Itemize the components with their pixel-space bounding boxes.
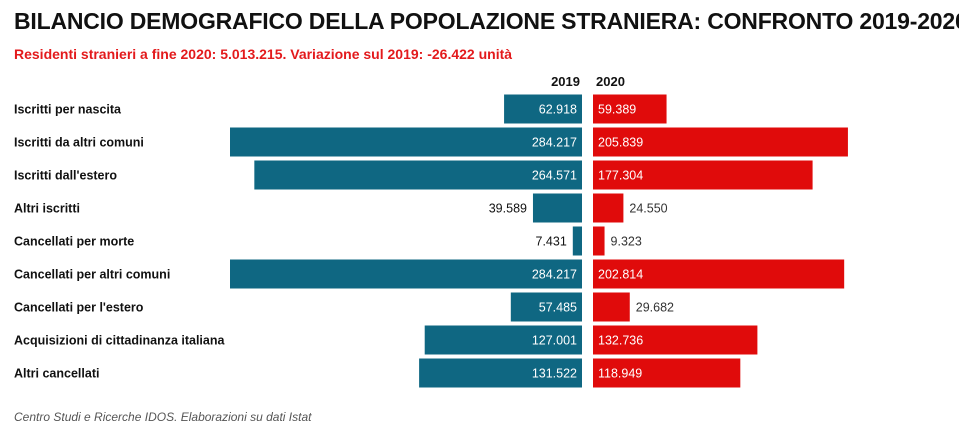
bar-value-2019: 284.217 [532, 136, 577, 150]
category-label: Cancellati per l'estero [14, 301, 144, 315]
bar-2019 [419, 358, 582, 388]
category-label: Iscritti dall'estero [14, 169, 117, 183]
bar-value-2020: 202.814 [598, 268, 643, 282]
bar-2020 [593, 193, 624, 223]
category-label: Acquisizioni di cittadinanza italiana [14, 334, 225, 348]
bar-2020 [593, 160, 813, 190]
category-label: Altri iscritti [14, 202, 80, 216]
bar-value-2019: 62.918 [539, 103, 577, 117]
bar-value-2019: 57.485 [539, 301, 577, 315]
chart-title: BILANCIO DEMOGRAFICO DELLA POPOLAZIONE S… [14, 8, 959, 34]
bar-value-2020: 59.389 [598, 103, 636, 117]
bar-value-2020: 9.323 [611, 235, 642, 249]
bar-2020 [593, 226, 605, 256]
bar-2019 [230, 259, 582, 289]
bar-value-2020: 177.304 [598, 169, 643, 183]
bar-value-2019: 39.589 [489, 202, 527, 216]
bar-value-2019: 7.431 [536, 235, 567, 249]
bar-2020 [593, 127, 848, 157]
bar-2019 [230, 127, 582, 157]
bar-value-2019: 284.217 [532, 268, 577, 282]
bar-value-2020: 29.682 [636, 301, 674, 315]
bar-2019 [572, 226, 582, 256]
legend-2019: 2019 [551, 74, 580, 89]
source-note: Centro Studi e Ricerche IDOS. Elaborazio… [14, 410, 312, 424]
category-label: Iscritti per nascita [14, 103, 122, 117]
bar-value-2020: 132.736 [598, 334, 643, 348]
bar-2019 [504, 94, 582, 124]
bar-value-2020: 205.839 [598, 136, 643, 150]
legend-2020: 2020 [596, 74, 625, 89]
category-label: Altri cancellati [14, 367, 99, 381]
bar-2019 [424, 325, 582, 355]
bar-value-2020: 24.550 [629, 202, 667, 216]
bar-2020 [593, 94, 667, 124]
butterfly-bar-chart: 2019 2020 Iscritti per nascita 62.918 59.389… [14, 74, 848, 388]
bar-2019 [532, 193, 582, 223]
bar-2020 [593, 292, 630, 322]
chart-subtitle: Residenti stranieri a fine 2020: 5.013.2… [14, 46, 513, 62]
bar-2019 [254, 160, 583, 190]
category-label: Iscritti da altri comuni [14, 136, 144, 150]
bar-2019 [510, 292, 582, 322]
bar-2020 [593, 358, 741, 388]
bar-value-2020: 118.949 [598, 367, 642, 381]
bar-value-2019: 131.522 [532, 367, 577, 381]
bar-value-2019: 127.001 [532, 334, 577, 348]
category-label: Cancellati per altri comuni [14, 268, 170, 282]
bar-value-2019: 264.571 [532, 169, 577, 183]
bar-2020 [593, 259, 845, 289]
bar-2020 [593, 325, 758, 355]
category-label: Cancellati per morte [14, 235, 134, 249]
